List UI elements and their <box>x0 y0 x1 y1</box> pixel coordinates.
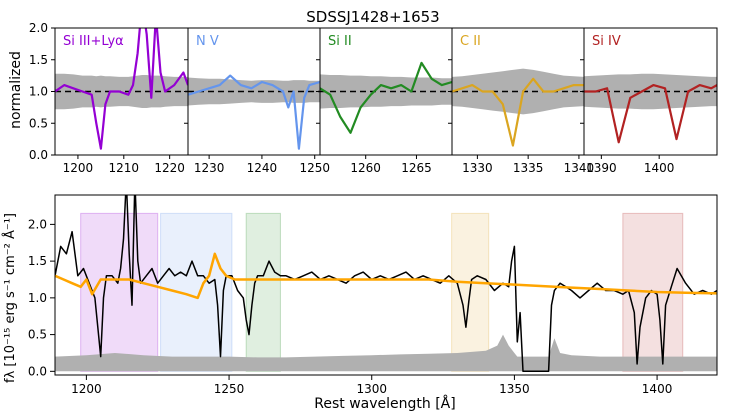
bottom-x-tick-label: 1300 <box>356 382 387 396</box>
top-x-tick-label: 1210 <box>109 161 140 175</box>
top-panel-2: N V 1230 1240 1250 <box>184 27 330 175</box>
top-panel-plot-area <box>55 28 188 150</box>
bottom-y-tick-label: 0.0 <box>28 364 47 378</box>
top-x-tick-label: 1330 <box>462 161 493 175</box>
top-x-tick-label: 1260 <box>350 161 381 175</box>
top-x-tick-label: 1335 <box>513 161 544 175</box>
top-x-tick-label: 1250 <box>299 161 330 175</box>
chart-title: SDSSJ1428+1653 <box>306 8 439 26</box>
top-panel-spectrum-line <box>55 28 188 150</box>
bottom-y-axis-label: fλ [10⁻¹⁵ erg s⁻¹ cm⁻² Å⁻¹] <box>2 213 18 383</box>
top-panel-4: C II 1330 1335 1340 <box>448 27 595 175</box>
top-panel-ion-label: Si IV <box>592 34 621 49</box>
bottom-y-tick-label: 0.5 <box>28 328 47 342</box>
top-error-band <box>584 73 717 110</box>
bottom-x-axis-label: Rest wavelength [Å] <box>314 395 455 412</box>
top-panel-spectrum-line <box>320 61 452 134</box>
top-y-tick-label: 2.0 <box>29 21 48 35</box>
top-panel-spectrum-line <box>584 84 717 144</box>
bottom-x-tick-label: 1350 <box>499 382 530 396</box>
top-y-tick-label: 0.5 <box>29 116 48 130</box>
top-panel-spectrum-line <box>188 74 320 150</box>
bottom-panel: 1200 1250 1300 1350 1400 0.0 0.5 1.0 1.5 2.0 <box>28 194 718 396</box>
bottom-x-tick-label: 1400 <box>642 382 673 396</box>
top-x-tick-label: 1400 <box>644 161 675 175</box>
top-x-tick-label: 1230 <box>194 161 225 175</box>
top-panel-1: Si III+Lyα 1200 1210 1220 0.0 0.5 1.0 1.5 2.0 <box>29 21 189 175</box>
continuum-model-line <box>55 252 717 300</box>
top-y-axis-label: normalized <box>8 51 24 129</box>
top-x-tick-label: 1220 <box>154 161 185 175</box>
shaded-region-si-ii <box>245 212 281 372</box>
top-panel-5: Si IV 1390 1400 <box>580 27 718 175</box>
top-panel-ion-label: C II <box>460 34 481 49</box>
bottom-y-tick-label: 1.5 <box>28 254 47 268</box>
top-panel-plot-area <box>188 74 320 150</box>
shaded-region-c-ii <box>451 212 490 372</box>
top-x-tick-label: 1265 <box>401 161 432 175</box>
top-panel-spectrum-line <box>452 77 584 147</box>
top-panel-ion-label: Si II <box>328 34 352 49</box>
top-y-tick-label: 1.0 <box>29 85 48 99</box>
error-spectrum-fill <box>55 334 717 372</box>
top-x-tick-label: 1340 <box>564 161 595 175</box>
bottom-x-tick-label: 1250 <box>214 382 245 396</box>
bottom-y-tick-label: 1.0 <box>28 291 47 305</box>
bottom-x-tick-label: 1200 <box>71 382 102 396</box>
top-y-tick-label: 0.0 <box>29 148 48 162</box>
top-panel-plot-area <box>584 73 717 144</box>
bottom-plot-area <box>55 195 717 373</box>
bottom-y-tick-label: 2.0 <box>28 217 47 231</box>
bottom-panel-frame <box>54 194 718 376</box>
top-x-tick-label: 1240 <box>247 161 278 175</box>
top-panel-3: Si II 1260 1265 <box>316 27 453 175</box>
top-panels: Si III+Lyα 1200 1210 1220 0.0 0.5 1.0 1.5 2.0 N V… <box>29 21 718 175</box>
top-panel-plot-area <box>452 68 584 147</box>
top-panel-ion-label: Si III+Lyα <box>63 34 124 49</box>
top-x-tick-label: 1200 <box>63 161 94 175</box>
top-y-tick-label: 1.5 <box>29 53 48 67</box>
top-panel-plot-area <box>320 61 452 134</box>
top-panel-ion-label: N V <box>196 34 219 49</box>
top-x-tick-label: 1390 <box>586 161 617 175</box>
